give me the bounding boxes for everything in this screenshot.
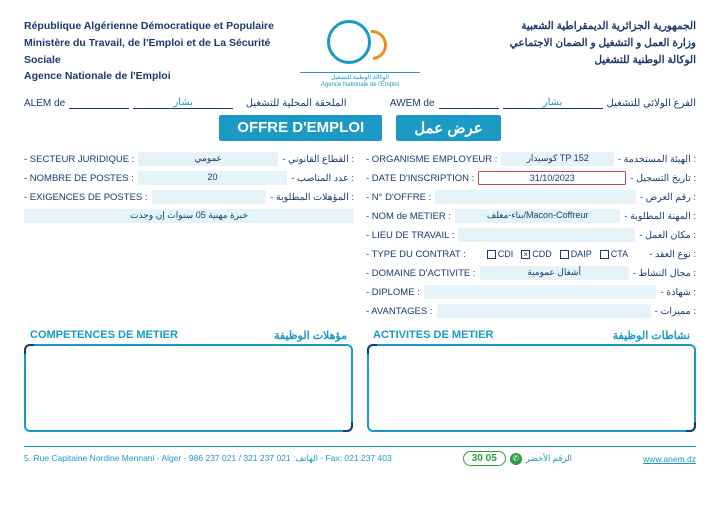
field-value [458, 228, 635, 242]
right-field-row: - TYPE DU CONTRAT : CDI ×CDD DAIP CTA : نوع… [366, 246, 696, 262]
right-field-row: - N° D'OFFRE : : رقم العرض - [366, 189, 696, 205]
field-label-ar: : مميزات - [655, 306, 696, 317]
field-label-ar: : القطاع القانوني - [282, 154, 354, 165]
field-label-fr: - N° D'OFFRE : [366, 192, 431, 203]
field-label-ar: : المهنة المطلوبة - [624, 211, 696, 222]
field-value [435, 190, 636, 204]
right-field-row: - DOMAINE D'ACTIVITE : أشغال عمومية : مج… [366, 265, 696, 281]
field-label-ar: : نوع العقد - [649, 249, 696, 260]
contract-checks: CDI ×CDD DAIP CTA [470, 249, 645, 259]
competences-title-ar: مؤهلات الوظيفة [274, 329, 347, 342]
field-value: 31/10/2023 [478, 171, 626, 185]
phone-icon: ✆ [510, 453, 522, 465]
logo-icon [325, 18, 395, 68]
alem-block: ALEM de بشار الملحقة المحلية للتشغيل [24, 97, 347, 109]
activites-title-ar: نشاطات الوظيفة [613, 329, 690, 342]
competences-box: COMPETENCES DE METIER مؤهلات الوظيفة [24, 329, 353, 432]
field-value [424, 285, 657, 299]
footer-right: www.anem.dz [643, 454, 696, 464]
fields-right-col: - ORGANISME EMPLOYEUR : كوسيدار TP 152 :… [366, 151, 696, 319]
field-label-ar: : مكان العمل - [639, 230, 696, 241]
hdr-right-line2: وزارة العمل و التشغيل و الضمان الاجتماعي [436, 35, 696, 52]
field-label-fr: - AVANTAGES : [366, 306, 433, 317]
fields-left-col: - SECTEUR JURIDIQUE : عمومي : القطاع الق… [24, 151, 354, 319]
hdr-left-line2: Ministère du Travail, de l'Emploi et de … [24, 35, 284, 69]
field-label-fr: - LIEU DE TRAVAIL : [366, 230, 454, 241]
field-label-ar: : رقم العرض - [640, 192, 696, 203]
hdr-left-line3: Agence Nationale de l'Emploi [24, 68, 284, 85]
right-field-row: - ORGANISME EMPLOYEUR : كوسيدار TP 152 :… [366, 151, 696, 167]
title-bar: OFFRE D'EMPLOI عرض عمل [24, 115, 696, 141]
document: République Algérienne Démocratique et Po… [0, 0, 720, 474]
check-cdi: CDI [487, 249, 514, 259]
field-label-fr: - NOM de METIER : [366, 211, 451, 222]
fields-area: - SECTEUR JURIDIQUE : عمومي : القطاع الق… [24, 151, 696, 319]
title-fr: OFFRE D'EMPLOI [219, 115, 382, 141]
header-left: République Algérienne Démocratique et Po… [24, 18, 284, 85]
field-label-fr: - TYPE DU CONTRAT : [366, 249, 466, 260]
field-label-ar: : تاريخ التسجيل - [630, 173, 696, 184]
footer-center: 30 05 ✆ الرقم الأخضر [463, 451, 572, 466]
competences-content [24, 344, 353, 432]
activites-content [367, 344, 696, 432]
field-value [152, 190, 267, 204]
right-field-row: - AVANTAGES : : مميزات - [366, 303, 696, 319]
field-value: خبرة مهنية 05 سنوات إن وجدت [24, 209, 354, 223]
right-field-row: - NOM de METIER : بناء-مغلف/Macon-Coffre… [366, 208, 696, 224]
hdr-right-line1: الجمهورية الجزائرية الديمقراطية الشعبية [436, 18, 696, 35]
check-cdd: ×CDD [521, 249, 552, 259]
footer: 5. Rue Capitaine Nordine Mennani - Alger… [24, 446, 696, 466]
field-label-fr: - DATE D'INSCRIPTION : [366, 173, 474, 184]
alem-ar-label: الملحقة المحلية للتشغيل [246, 98, 347, 109]
right-field-row: - LIEU DE TRAVAIL : : مكان العمل - [366, 227, 696, 243]
check-cta: CTA [600, 249, 628, 259]
awem-value: بشار [503, 97, 603, 109]
left-field-row: - EXIGENCES DE POSTES : : المؤهلات المطل… [24, 189, 354, 205]
agency-row: ALEM de بشار الملحقة المحلية للتشغيل AWE… [24, 97, 696, 109]
field-label-ar: : عدد المناصب - [291, 173, 354, 184]
alem-value: بشار [133, 97, 233, 109]
field-label-fr: - NOMBRE DE POSTES : [24, 173, 134, 184]
title-ar: عرض عمل [396, 115, 501, 141]
header: République Algérienne Démocratique et Po… [24, 18, 696, 89]
field-value: كوسيدار TP 152 [501, 152, 613, 166]
alem-label: ALEM de [24, 98, 65, 109]
check-daip: DAIP [560, 249, 592, 259]
green-label: الرقم الأخضر [526, 453, 572, 464]
field-label-fr: - SECTEUR JURIDIQUE : [24, 154, 134, 165]
competences-title-fr: COMPETENCES DE METIER [30, 329, 178, 342]
header-center: الوكالة الوطنية للتشغيل Agence Nationale… [300, 18, 420, 89]
activites-box: ACTIVITES DE METIER نشاطات الوظيفة [367, 329, 696, 432]
field-label-fr: - ORGANISME EMPLOYEUR : [366, 154, 497, 165]
detail-boxes: COMPETENCES DE METIER مؤهلات الوظيفة ACT… [24, 329, 696, 432]
field-label-fr: - DOMAINE D'ACTIVITE : [366, 268, 476, 279]
field-value [437, 304, 651, 318]
field-value: 20 [138, 171, 287, 185]
field-label-ar: : مجال النشاط - [633, 268, 696, 279]
field-value: أشغال عمومية [480, 266, 629, 280]
field-label-ar: : المؤهلات المطلوبة - [270, 192, 354, 203]
footer-left: 5. Rue Capitaine Nordine Mennani - Alger… [24, 453, 392, 464]
awem-label: AWEM de [390, 98, 435, 109]
field-value: عمومي [138, 152, 278, 166]
left-field-row: - NOMBRE DE POSTES : 20 : عدد المناصب - [24, 170, 354, 186]
awem-ar-label: الفرع الولائي للتشغيل [607, 98, 696, 109]
awem-block: AWEM de بشار الفرع الولائي للتشغيل [373, 97, 696, 109]
left-field-row: - SECTEUR JURIDIQUE : عمومي : القطاع الق… [24, 151, 354, 167]
field-label-ar: : شهادة - [660, 287, 696, 298]
hdr-right-line3: الوكالة الوطنية للتشغيل [436, 52, 696, 69]
right-field-row: - DATE D'INSCRIPTION : 31/10/2023 : تاري… [366, 170, 696, 186]
field-label-fr: - EXIGENCES DE POSTES : [24, 192, 148, 203]
field-value: بناء-مغلف/Macon-Coffreur [455, 209, 620, 223]
logo-caption: الوكالة الوطنية للتشغيل Agence Nationale… [300, 72, 420, 89]
field-label-ar: : الهيئة المستخدمة - [618, 154, 696, 165]
hdr-left-line1: République Algérienne Démocratique et Po… [24, 18, 284, 35]
header-right: الجمهورية الجزائرية الديمقراطية الشعبية … [436, 18, 696, 68]
activites-title-fr: ACTIVITES DE METIER [373, 329, 493, 342]
left-extra-row: خبرة مهنية 05 سنوات إن وجدت [24, 208, 354, 224]
field-label-fr: - DIPLOME : [366, 287, 420, 298]
right-field-row: - DIPLOME : : شهادة - [366, 284, 696, 300]
green-number: 30 05 [463, 451, 506, 466]
